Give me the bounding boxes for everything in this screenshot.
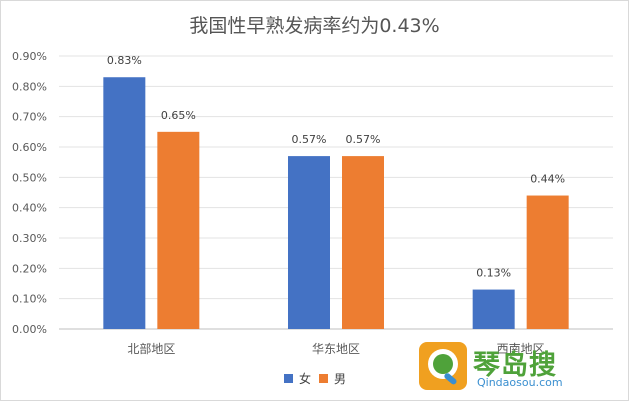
data-label: 0.83%	[107, 54, 142, 67]
y-tick-label: 0.30%	[12, 232, 47, 245]
data-label: 0.57%	[292, 133, 327, 146]
legend-swatch-male	[319, 374, 329, 383]
y-tick-label: 0.00%	[12, 323, 47, 336]
bar	[472, 289, 515, 329]
legend-swatch-female	[284, 374, 293, 383]
bar	[526, 195, 569, 329]
chart-title: 我国性早熟发病率约为0.43%	[189, 15, 440, 37]
y-tick-label: 0.10%	[12, 293, 47, 306]
legend-label-male: 男	[334, 372, 347, 386]
x-category-label: 华东地区	[312, 342, 360, 356]
watermark: 琴岛搜 Qindaosou.com	[417, 340, 583, 392]
x-category-label: 北部地区	[127, 341, 175, 356]
legend-item-female: 女	[284, 370, 311, 387]
x-category-label: 西南地区	[497, 341, 545, 356]
bar	[103, 77, 146, 329]
watermark-logo-icon	[419, 342, 467, 390]
bar	[288, 156, 330, 329]
data-label: 0.13%	[476, 267, 511, 280]
data-label: 0.57%	[346, 133, 381, 146]
y-tick-label: 0.60%	[12, 141, 47, 154]
data-label: 0.44%	[530, 173, 565, 186]
legend-item-male: 男	[319, 370, 346, 387]
watermark-url: Qindaosou.com	[477, 376, 563, 389]
legend: 女 男	[284, 370, 346, 387]
y-tick-label: 0.20%	[12, 262, 47, 275]
bar	[157, 131, 200, 329]
y-tick-label: 0.80%	[12, 80, 47, 93]
bar	[342, 156, 384, 329]
y-tick-label: 0.90%	[12, 50, 47, 63]
y-tick-label: 0.70%	[12, 111, 47, 124]
legend-label-female: 女	[299, 372, 312, 386]
data-label: 0.65%	[161, 109, 196, 122]
y-tick-label: 0.40%	[12, 202, 47, 215]
y-tick-label: 0.50%	[12, 171, 47, 184]
watermark-name: 琴岛搜	[473, 350, 557, 381]
